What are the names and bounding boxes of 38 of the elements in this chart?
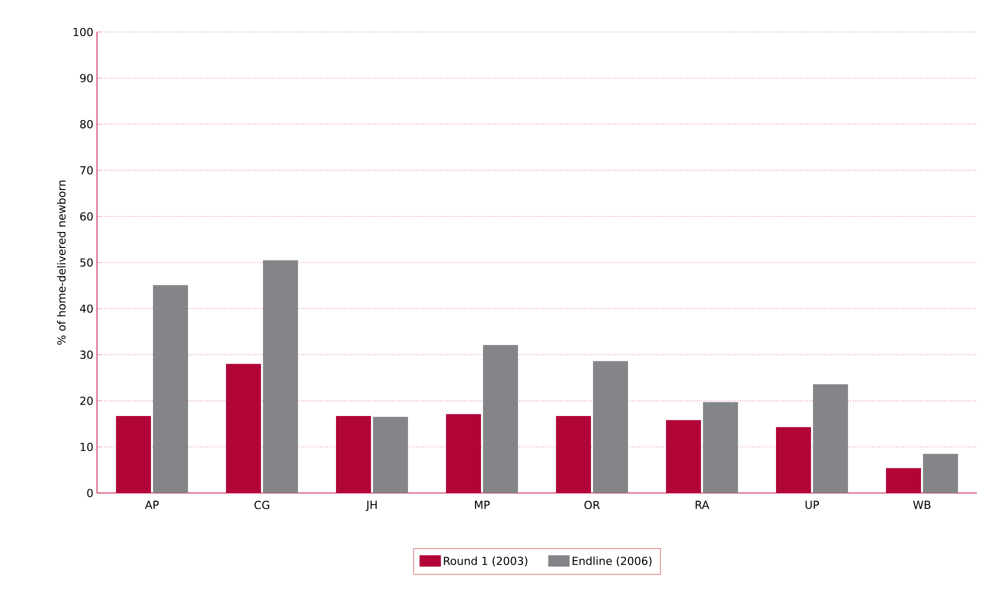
legend-label: Round 1 (2003) (444, 556, 528, 566)
bar (336, 416, 371, 493)
bar (923, 454, 958, 493)
y-tick-label: 80 (80, 120, 93, 128)
bar (483, 345, 518, 493)
y-tick-label: 60 (80, 212, 93, 221)
bar (116, 416, 151, 493)
y-tick-label: 0 (87, 488, 93, 498)
legend-label: Endline (2006) (572, 556, 652, 566)
y-tick-label: 10 (80, 442, 93, 452)
x-tick-label: RA (696, 500, 710, 509)
y-tick-label: 100 (74, 28, 93, 36)
y-tick-label: 70 (80, 166, 93, 174)
bar (556, 416, 591, 493)
y-tick-label: 90 (80, 74, 93, 82)
x-tick-label: AP (145, 500, 159, 509)
y-tick-label: 50 (80, 258, 93, 267)
x-tick-label: UP (806, 500, 819, 509)
bar (703, 402, 738, 493)
bar (666, 420, 701, 493)
bar (373, 416, 408, 493)
x-tick-label: WB (913, 500, 930, 509)
bar (263, 260, 298, 493)
x-tick-label: CG (254, 500, 270, 510)
bar (593, 361, 628, 493)
y-tick-label: 40 (80, 304, 93, 313)
bar (776, 427, 811, 493)
x-tick-label: JH (366, 500, 377, 512)
y-tick-label: 30 (80, 350, 93, 359)
y-tick-label: 20 (80, 396, 93, 405)
bar (813, 384, 848, 493)
bar (153, 285, 188, 493)
x-tick-label: MP (475, 500, 490, 509)
bar (226, 364, 261, 493)
y-axis-title: % of home-delivered newborn (57, 180, 66, 345)
bar (446, 414, 481, 493)
x-tick-label: OR (584, 500, 600, 510)
bar (886, 468, 921, 493)
